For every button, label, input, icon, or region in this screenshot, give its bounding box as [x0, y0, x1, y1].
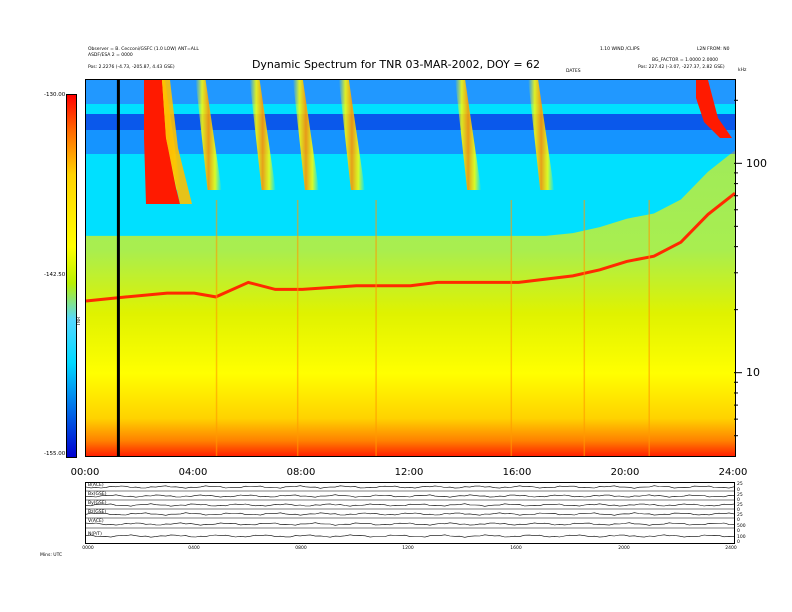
y-unit-label: kHz — [738, 68, 747, 73]
panel-x-tick-0800: 0800 — [295, 546, 307, 551]
type-iii-burst — [528, 80, 555, 190]
panel-rtick-4: 0 — [737, 498, 740, 503]
panel-rtick-3: 25 — [737, 493, 743, 498]
colorbar — [66, 94, 77, 458]
panel-label-v: V(ACE) — [88, 519, 104, 524]
panel-rtick-7: 25 — [737, 513, 743, 518]
y-tick-10: 10 — [746, 366, 760, 379]
chart-title: Dynamic Spectrum for TNR 03-MAR-2002, DO… — [251, 58, 541, 71]
panel-x-tick-0400: 0400 — [188, 546, 200, 551]
colorbar-tick-top: -130.00 — [44, 92, 66, 98]
panel-rtick-5: 25 — [737, 503, 743, 508]
header-right-line1: BG_FACTOR = 1.0000 2.0000 — [652, 58, 719, 63]
x-tick-1600: 16:00 — [502, 467, 532, 478]
x-tick-0000: 00:00 — [70, 467, 100, 478]
x-tick-0800: 08:00 — [286, 467, 316, 478]
panel-label-by: By(GSE) — [88, 501, 107, 506]
panel-rtick-6: 0 — [737, 508, 740, 513]
panel-trace — [85, 503, 735, 507]
vertical-streak — [648, 200, 650, 456]
vertical-streak — [296, 200, 299, 456]
type-iii-burst — [195, 80, 222, 190]
header-left-line1: Observer = B. Cecconi/GSFC (1.0 LOW) ANT… — [88, 47, 199, 52]
summary-panels — [85, 482, 735, 544]
panel-trace — [85, 512, 735, 516]
colorbar-tick-mid: -142.50 — [44, 272, 66, 278]
header-left-pos: Pos: 2.2276 (-4.73, -205.87, 4.43 GSE) — [88, 65, 175, 70]
header-right-pos: Pos: 227.42 (-3.07, -227.37, 2.82 GSE) — [638, 65, 725, 70]
panel-x-tick-2000: 2000 — [618, 546, 630, 551]
type-iii-burst — [249, 80, 276, 190]
panel-rtick-11: 100 — [737, 535, 746, 540]
colorbar-tick-bottom: -155.00 — [44, 451, 66, 457]
panel-label-bz: Bz(GSE) — [88, 510, 107, 515]
panel-x-tick-2400: 2400 — [725, 546, 737, 551]
panel-label-b: B(ACE) — [88, 483, 104, 488]
type-iii-burst — [338, 80, 365, 190]
vertical-streak — [510, 200, 513, 456]
vertical-streak — [375, 200, 377, 456]
header-left-line2: ASDF/ESA 2 = 0000 — [88, 53, 133, 58]
y-axis — [734, 99, 742, 437]
vertical-streak — [583, 200, 586, 456]
header-right-top2: L2N FROM: N0 — [697, 47, 730, 52]
panel-rtick-1: 25 — [737, 482, 743, 487]
panel-trace — [85, 485, 735, 489]
spectrogram — [85, 79, 736, 457]
vertical-streak — [215, 200, 218, 456]
panel-rtick-12: 0 — [737, 540, 740, 545]
panel-rtick-2: 0 — [737, 488, 740, 493]
x-tick-2400: 24:00 — [718, 467, 748, 478]
y-tick-100: 100 — [746, 157, 767, 170]
panel-x-tick-0000: 0000 — [82, 546, 94, 551]
type-iii-burst — [455, 80, 482, 190]
panel-rtick-9: 500 — [737, 524, 746, 529]
type-iii-burst — [292, 80, 319, 190]
panel-trace — [85, 522, 735, 526]
panel-label-n: N(P/T) — [88, 532, 102, 537]
colorbar-label: TNR — [77, 316, 82, 326]
header-right-top: 1.10 WIND /CLIPS — [600, 47, 640, 52]
panel-trace — [85, 534, 735, 538]
x-tick-0400: 04:00 — [178, 467, 208, 478]
panel-trace — [85, 494, 735, 498]
panel-rtick-8: 0 — [737, 518, 740, 523]
panel-footer: Mins: UTC — [40, 553, 63, 558]
panel-rtick-10: 0 — [737, 529, 740, 534]
panel-x-tick-1200: 1200 — [402, 546, 414, 551]
x-tick-2000: 20:00 — [610, 467, 640, 478]
panel-x-tick-1600: 1600 — [510, 546, 522, 551]
panel-label-bx: Bx(GSE) — [88, 492, 107, 497]
dates-marker-label: DATES — [566, 69, 581, 74]
x-tick-1200: 12:00 — [394, 467, 424, 478]
